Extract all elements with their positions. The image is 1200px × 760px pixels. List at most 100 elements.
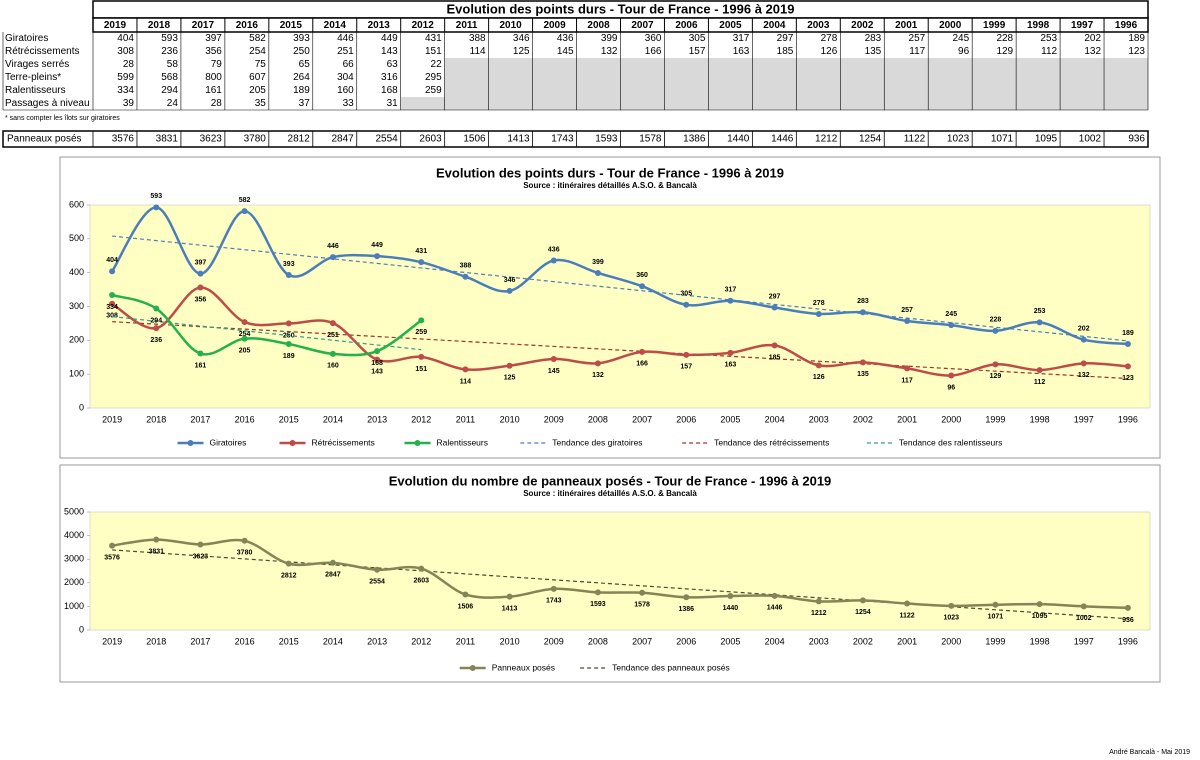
data-label: 1446 <box>767 605 783 612</box>
x-tick-label: 1998 <box>1030 636 1050 646</box>
empty-cell <box>752 58 797 71</box>
cell-value: 24 <box>167 98 179 109</box>
column-header: 2001 <box>895 20 918 31</box>
data-point <box>727 349 734 356</box>
data-point <box>374 348 381 355</box>
cell-value: 593 <box>161 33 178 44</box>
empty-cell <box>1016 58 1061 71</box>
column-header: 2004 <box>763 20 786 31</box>
data-label: 254 <box>239 331 251 338</box>
column-header: 1997 <box>1071 20 1094 31</box>
table-note: * sans compter les îlots sur giratoires <box>5 115 120 122</box>
y-tick-label: 200 <box>69 335 84 345</box>
empty-cell <box>532 97 577 110</box>
data-point <box>1036 367 1043 374</box>
x-tick-label: 2009 <box>544 636 564 646</box>
summary-value: 1743 <box>551 134 574 145</box>
empty-cell <box>444 84 489 97</box>
cell-value: 117 <box>909 46 925 57</box>
empty-cell <box>444 58 489 71</box>
cell-value: 75 <box>255 59 267 70</box>
x-tick-label: 2008 <box>588 414 608 424</box>
trendline <box>112 321 1128 380</box>
data-label: 317 <box>725 287 737 294</box>
x-tick-label: 1996 <box>1118 414 1138 424</box>
data-point <box>197 270 204 277</box>
empty-cell <box>796 97 841 110</box>
empty-cell <box>708 58 753 71</box>
cell-value: 65 <box>299 59 311 70</box>
data-point <box>1080 360 1087 367</box>
cell-value: 254 <box>249 46 266 57</box>
data-point <box>241 208 248 215</box>
x-tick-label: 2012 <box>411 636 431 646</box>
x-tick-label: 2003 <box>809 636 829 646</box>
data-point <box>594 270 601 277</box>
empty-cell <box>972 58 1017 71</box>
row-label: Giratoires <box>5 33 48 44</box>
legend-marker <box>289 440 296 446</box>
y-tick-label: 5000 <box>64 506 84 516</box>
data-label: 334 <box>106 304 118 311</box>
data-label: 3831 <box>148 548 164 555</box>
x-tick-label: 2017 <box>190 636 210 646</box>
data-point <box>683 351 690 358</box>
data-point <box>506 287 513 294</box>
data-point <box>948 602 955 609</box>
column-header: 2013 <box>368 20 391 31</box>
cell-value: 39 <box>123 98 135 109</box>
data-point <box>1036 319 1043 326</box>
data-point <box>153 305 160 312</box>
cell-value: 245 <box>952 33 969 44</box>
legend-marker <box>187 440 194 446</box>
row-label: Ralentisseurs <box>5 85 66 96</box>
x-tick-label: 2014 <box>323 636 343 646</box>
cell-value: 33 <box>343 98 355 109</box>
data-label: 168 <box>371 360 383 367</box>
x-tick-label: 2018 <box>146 414 166 424</box>
data-label: 132 <box>1078 372 1090 379</box>
summary-value: 2847 <box>332 134 355 145</box>
data-point <box>506 362 513 369</box>
data-point <box>859 359 866 366</box>
cell-value: 304 <box>337 72 354 83</box>
data-label: 1413 <box>502 605 518 612</box>
empty-cell <box>708 84 753 97</box>
data-label: 393 <box>283 261 295 268</box>
legend-label: Rétrécissements <box>312 437 375 447</box>
cell-value: 278 <box>821 33 838 44</box>
data-label: 132 <box>592 372 604 379</box>
x-tick-label: 2010 <box>500 414 520 424</box>
data-label: 1002 <box>1076 615 1092 622</box>
data-point <box>948 372 955 379</box>
data-label: 305 <box>680 291 692 298</box>
data-label: 356 <box>195 296 207 303</box>
cell-value: 112 <box>1041 46 1057 57</box>
empty-cell <box>576 97 621 110</box>
data-point <box>550 257 557 264</box>
data-point <box>285 272 292 279</box>
data-label: 404 <box>106 257 118 264</box>
empty-cell <box>972 97 1017 110</box>
y-tick-label: 600 <box>69 199 84 209</box>
data-label: 2847 <box>325 572 341 579</box>
data-label: 163 <box>725 362 737 369</box>
empty-cell <box>928 58 973 71</box>
data-point <box>374 356 381 363</box>
summary-value: 1023 <box>947 134 970 145</box>
data-label: 145 <box>548 368 560 375</box>
data-point <box>285 560 292 567</box>
row-label: Virages serrés <box>5 59 69 70</box>
data-label: 251 <box>327 332 339 339</box>
chart: Evolution du nombre de panneaux posés - … <box>59 464 1161 683</box>
x-tick-label: 2004 <box>765 636 785 646</box>
data-point <box>374 253 381 260</box>
data-point <box>594 360 601 367</box>
empty-cell <box>708 71 753 84</box>
cell-value: 294 <box>161 85 178 96</box>
y-tick-label: 2000 <box>64 577 84 587</box>
x-tick-label: 2002 <box>853 414 873 424</box>
data-point <box>550 355 557 362</box>
data-label: 431 <box>415 248 427 255</box>
data-point <box>1124 604 1131 611</box>
